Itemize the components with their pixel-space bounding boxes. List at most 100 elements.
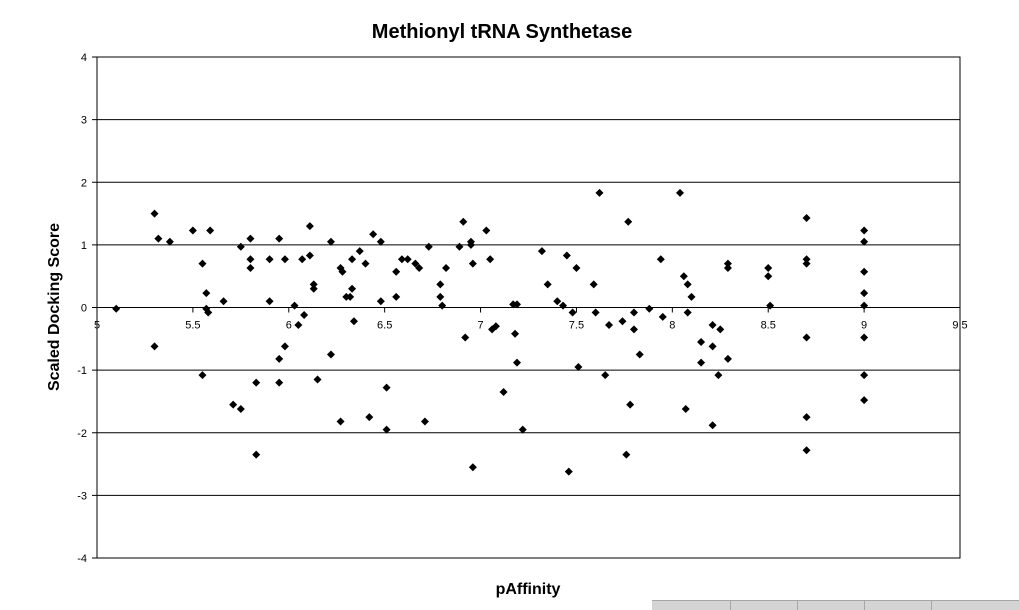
data-point [236,404,245,413]
data-point [860,333,869,342]
data-point [683,308,692,317]
data-point [860,396,869,405]
y-axis-tick-labels: 4 3 2 1 0 -1 -2 -3 -4 [77,52,97,565]
data-point [860,289,869,298]
data-point [629,325,638,334]
y-tick-label: 0 [81,303,87,315]
y-tick-label: -2 [77,428,87,440]
data-point [656,255,665,264]
data-point [512,358,521,367]
data-point [645,304,654,313]
data-point [676,188,685,197]
data-point [716,325,725,334]
data-point [436,280,445,289]
data-point [165,237,174,246]
data-point [482,226,491,235]
x-tick-label: 8 [669,320,675,332]
data-point [764,264,773,273]
data-point [420,417,429,426]
x-tick-label: 9 [861,320,867,332]
data-point [499,388,508,397]
x-tick-label: 7 [477,320,483,332]
data-point [348,255,357,264]
data-point [150,342,159,351]
data-point [265,297,274,306]
data-point [382,425,391,434]
x-tick-label: 5 [94,320,100,332]
data-point [860,226,869,235]
y-tick-label: -4 [77,553,87,565]
data-point [466,240,475,249]
data-point [294,321,303,330]
data-point [150,209,159,218]
data-point [403,255,412,264]
data-point [154,234,163,243]
data-point [305,251,314,260]
data-point [365,413,374,422]
window-scrollbar-fragment [652,600,1019,610]
x-tick-label: 8.5 [761,320,776,332]
data-point [280,255,289,264]
y-tick-label: 3 [81,115,87,127]
y-tick-label: -1 [77,365,87,377]
data-point [697,337,706,346]
data-point [392,267,401,276]
data-point [376,237,385,246]
data-point [355,247,364,256]
data-point [572,264,581,273]
data-point [658,312,667,321]
data-point [681,404,690,413]
data-point [687,292,696,301]
data-point [518,425,527,434]
data-point [298,255,307,264]
data-point [376,297,385,306]
data-point [415,264,424,273]
data-point [397,255,406,264]
y-axis-title: Scaled Docking Score [46,223,63,391]
data-point [348,284,357,293]
data-point [392,292,401,301]
data-point [246,255,255,264]
data-point [618,317,627,326]
data-point [246,234,255,243]
data-point [326,350,335,359]
data-point [275,234,284,243]
y-tick-label: 2 [81,177,87,189]
data-point [112,304,121,313]
data-point [442,264,451,273]
data-point [511,329,520,338]
data-point [361,259,370,268]
data-point [382,383,391,392]
data-point [336,417,345,426]
data-point [802,333,811,342]
data-point [424,242,433,251]
data-point [802,213,811,222]
data-point [708,321,717,330]
data-point [265,255,274,264]
data-point [605,321,614,330]
x-tick-label: 6.5 [377,320,392,332]
data-point [635,350,644,359]
x-tick-label: 5.5 [185,320,200,332]
data-point [326,237,335,246]
data-point [198,371,207,380]
data-point [369,230,378,239]
data-point [860,237,869,246]
data-point [708,342,717,351]
data-point [595,188,604,197]
data-point [679,272,688,281]
data-point [459,217,468,226]
data-point [349,317,358,326]
data-point [601,371,610,380]
data-point [622,450,631,459]
data-point [860,267,869,276]
data-point [626,400,635,409]
data-point [438,301,447,310]
data-point [486,255,495,264]
data-point [206,226,215,235]
data-point [723,259,732,268]
data-point [275,378,284,387]
data-point [766,301,775,310]
x-tick-label: 9.5 [952,320,967,332]
data-point [708,421,717,430]
